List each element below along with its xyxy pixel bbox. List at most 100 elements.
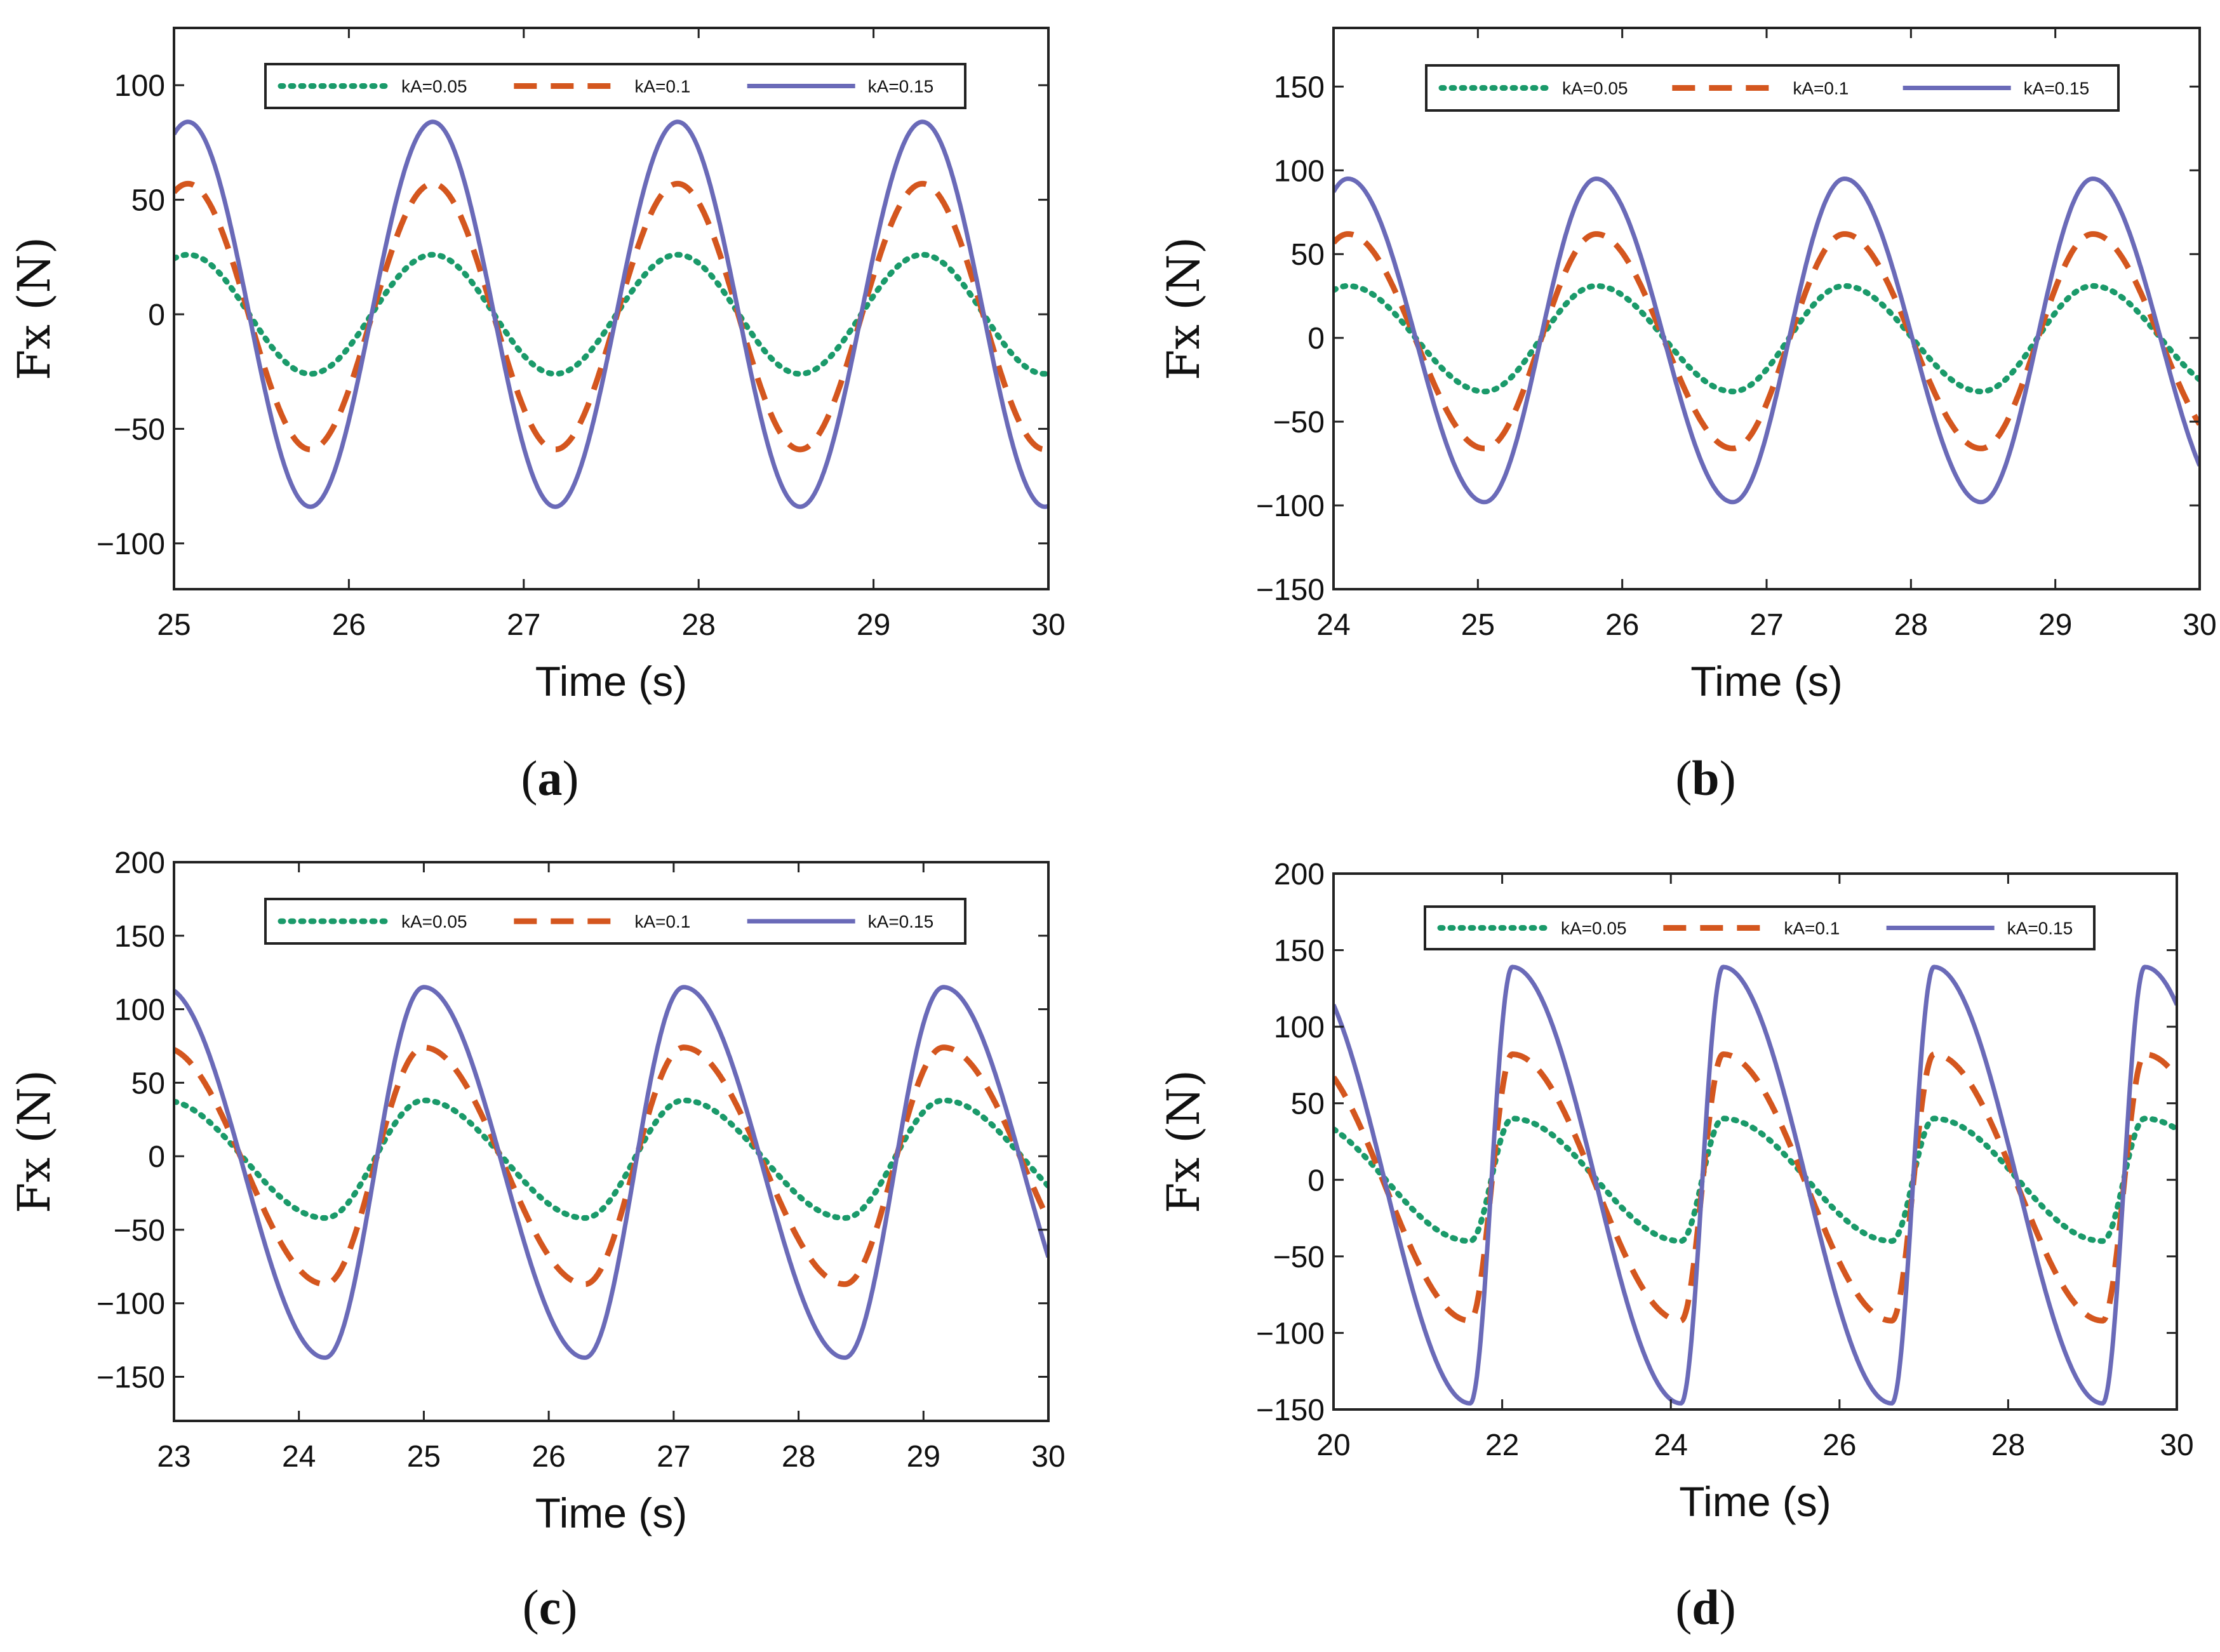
series-line-kA=0.05 bbox=[174, 1097, 1048, 1221]
y-tick-label: 50 bbox=[1291, 238, 1325, 272]
series-line-kA=0.15 bbox=[1334, 964, 2177, 1406]
y-tick-label: 0 bbox=[148, 298, 165, 332]
series-group bbox=[174, 119, 1048, 509]
x-tick-label: 29 bbox=[907, 1440, 940, 1474]
y-tick-label: −100 bbox=[1256, 1317, 1325, 1350]
x-tick-label: 20 bbox=[1316, 1429, 1350, 1462]
series-line-kA=0.15 bbox=[174, 119, 1048, 509]
series-line-kA=0.1 bbox=[1334, 231, 2200, 451]
x-axis-label: Time (s) bbox=[1679, 1478, 1831, 1525]
panel-caption: (c) bbox=[523, 1580, 578, 1635]
y-axis-label: Fx (N) bbox=[1158, 237, 1210, 380]
y-tick-label: 150 bbox=[1274, 70, 1325, 104]
legend-label: kA=0.1 bbox=[1793, 79, 1849, 98]
y-tick-label: 100 bbox=[1274, 1011, 1325, 1044]
legend-label: kA=0.15 bbox=[868, 77, 934, 97]
y-tick-label: 0 bbox=[1307, 1164, 1325, 1197]
y-tick-label: 100 bbox=[1274, 154, 1325, 188]
y-tick-label: 100 bbox=[114, 69, 165, 103]
y-tick-label: −100 bbox=[1256, 490, 1325, 523]
chart-panel-d: 20 22 24 26 28 30 −150 −100 −50 0 50 100 150 200 Time … bbox=[1158, 858, 2194, 1635]
x-tick-label: 24 bbox=[1654, 1429, 1688, 1462]
legend-label: kA=0.15 bbox=[868, 912, 934, 931]
y-tick-label: 150 bbox=[1274, 935, 1325, 968]
y-tick-label: −50 bbox=[114, 413, 165, 446]
x-tick-label: 26 bbox=[332, 608, 366, 642]
legend-label: kA=0.15 bbox=[2007, 919, 2073, 938]
x-tick-label: 26 bbox=[1605, 608, 1639, 642]
x-tick-label: 28 bbox=[1991, 1429, 2025, 1462]
chart-panel-b: 24 25 26 27 28 29 30 −150 −100 −50 0 50 100 150 Time (… bbox=[1158, 27, 2217, 806]
x-tick-label: 27 bbox=[657, 1440, 690, 1474]
series-group bbox=[174, 985, 1048, 1360]
y-tick-label: −150 bbox=[1256, 1394, 1325, 1427]
legend-label: kA=0.1 bbox=[634, 912, 690, 931]
legend-label: kA=0.1 bbox=[634, 77, 690, 97]
legend: kA=0.05 kA=0.1 kA=0.15 bbox=[1424, 905, 2096, 950]
y-tick-label: 150 bbox=[114, 920, 165, 954]
series-line-kA=0.15 bbox=[174, 985, 1048, 1360]
x-tick-label: 24 bbox=[282, 1440, 316, 1474]
y-tick-label: −50 bbox=[1273, 406, 1325, 439]
axes-box bbox=[173, 861, 1050, 1422]
axes-box bbox=[173, 27, 1050, 590]
chart-panel-a: 25 26 27 28 29 30 −100 −50 0 50 100 Time (s) Fx (N) k… bbox=[8, 27, 1066, 806]
x-tick-label: 30 bbox=[1031, 608, 1065, 642]
legend-label: kA=0.1 bbox=[1784, 919, 1840, 938]
series-line-kA=0.05 bbox=[174, 251, 1048, 377]
legend: kA=0.05 kA=0.1 kA=0.15 bbox=[264, 63, 966, 109]
series-line-kA=0.05 bbox=[1334, 1116, 2177, 1244]
y-tick-label: 50 bbox=[131, 1067, 165, 1100]
y-tick-label: −50 bbox=[1273, 1241, 1325, 1274]
x-tick-label: 23 bbox=[157, 1440, 191, 1474]
legend-label: kA=0.05 bbox=[401, 912, 467, 931]
y-tick-label: −150 bbox=[97, 1361, 165, 1395]
x-tick-label: 29 bbox=[2038, 608, 2072, 642]
y-tick-label: 50 bbox=[1291, 1088, 1325, 1121]
axes-box bbox=[1332, 27, 2201, 590]
axes-box bbox=[1332, 872, 2178, 1411]
series-line-kA=0.15 bbox=[1334, 176, 2200, 505]
x-axis-label: Time (s) bbox=[1690, 658, 1843, 705]
series-line-kA=0.1 bbox=[1334, 1051, 2177, 1324]
y-tick-label: −150 bbox=[1256, 573, 1325, 607]
y-tick-label: 100 bbox=[114, 994, 165, 1027]
y-axis-label: Fx (N) bbox=[1158, 1070, 1210, 1213]
legend: kA=0.05 kA=0.1 kA=0.15 bbox=[1425, 64, 2120, 112]
legend-label: kA=0.05 bbox=[401, 77, 467, 97]
y-axis-label: Fx (N) bbox=[8, 237, 60, 380]
x-tick-label: 26 bbox=[532, 1440, 565, 1474]
legend-label: kA=0.05 bbox=[1562, 79, 1628, 98]
y-tick-label: −50 bbox=[114, 1214, 165, 1248]
x-tick-label: 28 bbox=[682, 608, 716, 642]
legend-label: kA=0.05 bbox=[1561, 919, 1627, 938]
panel-caption: (b) bbox=[1675, 750, 1735, 806]
legend: kA=0.05 kA=0.1 kA=0.15 bbox=[264, 898, 966, 945]
panel-caption: (a) bbox=[521, 750, 579, 806]
chart-panel-c: 23 24 25 26 27 28 29 30 −150 −100 −50 0 50 100 150 200 T… bbox=[8, 846, 1066, 1635]
y-tick-label: 200 bbox=[1274, 858, 1325, 891]
x-tick-label: 30 bbox=[2183, 608, 2216, 642]
x-axis-label: Time (s) bbox=[535, 658, 688, 705]
y-tick-label: 200 bbox=[114, 846, 165, 880]
x-axis-label: Time (s) bbox=[535, 1489, 688, 1536]
legend-label: kA=0.15 bbox=[2024, 79, 2090, 98]
series-line-kA=0.1 bbox=[174, 1044, 1048, 1288]
series-group bbox=[1334, 176, 2200, 505]
y-tick-label: 0 bbox=[1307, 322, 1325, 356]
y-tick-label: 0 bbox=[148, 1140, 165, 1174]
y-tick-label: −100 bbox=[97, 1288, 165, 1321]
x-tick-label: 28 bbox=[782, 1440, 815, 1474]
y-tick-label: −100 bbox=[97, 528, 165, 561]
x-tick-label: 26 bbox=[1822, 1429, 1856, 1462]
series-line-kA=0.05 bbox=[1334, 283, 2200, 395]
series-line-kA=0.1 bbox=[174, 180, 1048, 453]
x-tick-label: 27 bbox=[1749, 608, 1783, 642]
x-tick-label: 25 bbox=[407, 1440, 441, 1474]
x-tick-label: 28 bbox=[1894, 608, 1928, 642]
x-tick-label: 24 bbox=[1316, 608, 1350, 642]
x-tick-label: 29 bbox=[857, 608, 890, 642]
series-group bbox=[1334, 964, 2177, 1406]
x-tick-label: 27 bbox=[507, 608, 540, 642]
